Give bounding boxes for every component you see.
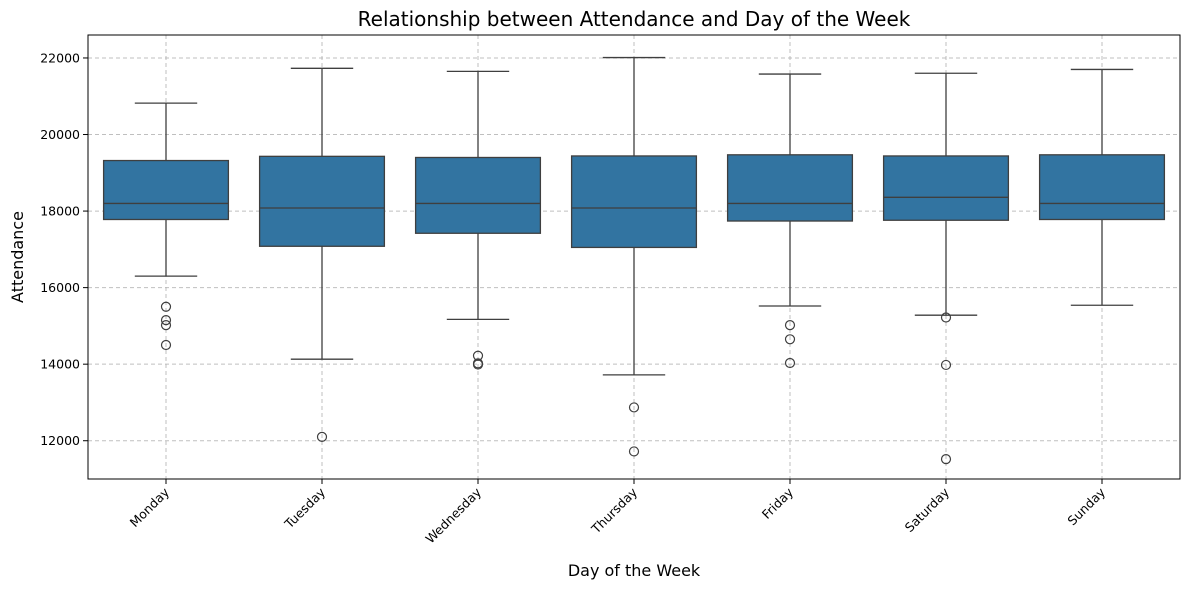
iqr-box [414,156,542,234]
box-saturday [882,72,1010,465]
x-tick-label: Wednesday [422,484,484,546]
iqr-box [570,155,698,249]
iqr-box [882,155,1010,221]
iqr-box [258,155,386,247]
y-tick-label: 20000 [40,127,80,142]
box-tuesday [258,67,386,442]
outlier-point [160,339,172,351]
outlier-point [628,402,640,413]
outlier-point [160,320,172,331]
outlier-point [940,312,952,323]
y-axis-label: Attendance [8,211,27,303]
chart-title: Relationship between Attendance and Day … [358,7,911,31]
box-wednesday [414,70,542,370]
boxes [102,56,1166,465]
box-friday [726,73,854,369]
outlier-point [160,301,172,312]
y-axis-ticks: 12000 14000 16000 18000 20000 22000 [40,50,88,448]
outlier-point [940,359,952,371]
y-tick-label: 12000 [40,433,80,448]
x-tick-label: Tuesday [281,484,329,532]
outlier-point [940,453,952,465]
x-tick-label: Saturday [902,484,953,535]
y-tick-label: 14000 [40,357,80,372]
x-tick-label: Sunday [1064,484,1108,528]
box-thursday [570,56,698,457]
iqr-box [102,159,230,221]
outlier-point [784,357,796,369]
outlier-point [784,334,796,345]
y-tick-label: 22000 [40,50,80,65]
outlier-point [160,315,172,326]
x-tick-label: Thursday [588,484,641,537]
x-tick-label: Friday [759,484,797,522]
y-tick-label: 16000 [40,280,80,295]
box-sunday [1038,68,1166,306]
iqr-box [1038,154,1166,221]
y-tick-label: 18000 [40,204,80,219]
iqr-box [726,154,854,222]
x-tick-label: Monday [127,484,173,530]
x-axis-label: Day of the Week [568,561,701,580]
box-monday [102,102,230,351]
outlier-point [472,359,484,370]
outlier-point [784,320,796,331]
outlier-point [316,431,328,442]
x-axis-ticks: Monday Tuesday Wednesday Thursday Friday Satu… [127,479,1109,546]
outlier-point [628,446,640,457]
